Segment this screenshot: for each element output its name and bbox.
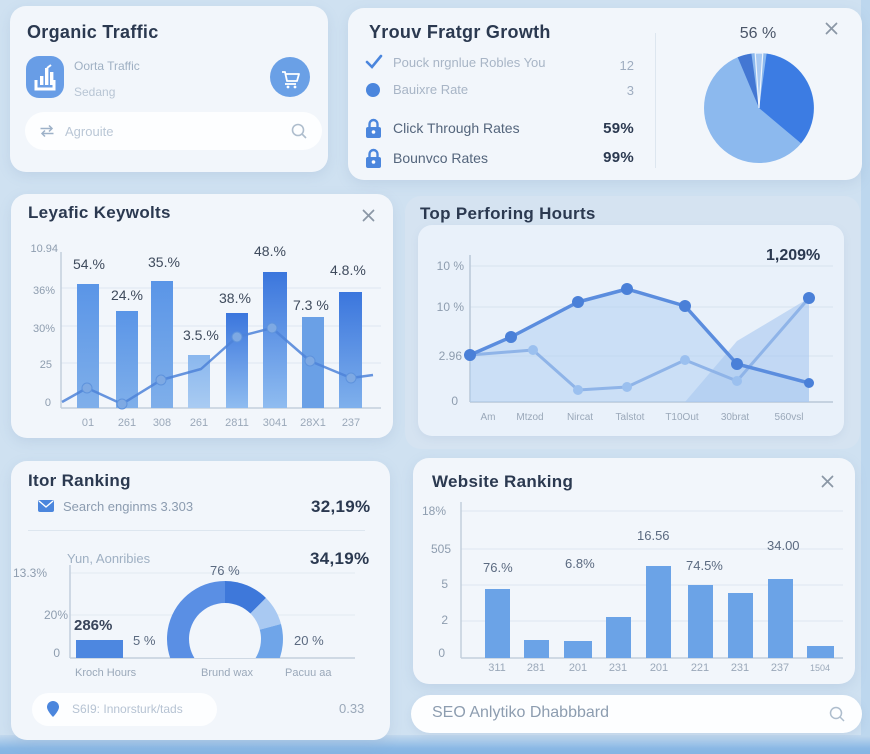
svg-text:237: 237 (771, 662, 789, 674)
svg-text:0: 0 (53, 646, 60, 660)
svg-text:308: 308 (153, 417, 171, 429)
svg-text:237: 237 (342, 417, 360, 429)
svg-text:24.%: 24.% (111, 287, 143, 303)
svg-text:0: 0 (451, 394, 458, 408)
svg-text:1,209%: 1,209% (766, 247, 820, 264)
svg-text:Pacuu aa: Pacuu aa (285, 667, 332, 679)
svg-text:10.94: 10.94 (30, 243, 58, 255)
svg-text:201: 201 (650, 662, 668, 674)
svg-text:36%: 36% (33, 285, 55, 297)
svg-text:13.3%: 13.3% (13, 566, 47, 580)
svg-text:221: 221 (691, 662, 709, 674)
svg-text:231: 231 (731, 662, 749, 674)
svg-text:286%: 286% (74, 617, 112, 634)
svg-text:Nircat: Nircat (567, 412, 593, 423)
svg-text:311: 311 (488, 662, 506, 674)
svg-text:10 %: 10 % (437, 259, 465, 273)
svg-text:28X1: 28X1 (300, 417, 326, 429)
svg-text:7.3 %: 7.3 % (293, 297, 329, 313)
svg-text:261: 261 (190, 417, 208, 429)
svg-text:560vsl: 560vsl (775, 412, 804, 423)
svg-text:2811: 2811 (225, 417, 249, 429)
svg-text:76 %: 76 % (210, 563, 240, 578)
svg-text:1504: 1504 (810, 663, 830, 673)
svg-text:30%: 30% (33, 323, 55, 335)
svg-text:18%: 18% (422, 504, 446, 518)
svg-text:10 %: 10 % (437, 300, 465, 314)
svg-text:5 %: 5 % (133, 633, 156, 648)
svg-text:54.%: 54.% (73, 256, 105, 272)
svg-text:T10Out: T10Out (665, 412, 699, 423)
svg-text:Talstot: Talstot (616, 412, 645, 423)
svg-text:201: 201 (569, 662, 587, 674)
svg-text:231: 231 (609, 662, 627, 674)
svg-text:01: 01 (82, 417, 94, 429)
svg-text:Kroch Hours: Kroch Hours (75, 667, 137, 679)
svg-text:48.%: 48.% (254, 243, 286, 259)
svg-text:281: 281 (527, 662, 545, 674)
svg-text:38.%: 38.% (219, 290, 251, 306)
svg-text:Am: Am (481, 412, 496, 423)
svg-text:20 %: 20 % (294, 633, 324, 648)
svg-text:20%: 20% (44, 608, 68, 622)
svg-text:261: 261 (118, 417, 136, 429)
svg-text:34.00: 34.00 (767, 538, 800, 553)
svg-text:16.56: 16.56 (637, 528, 670, 543)
svg-text:35.%: 35.% (148, 254, 180, 270)
svg-text:74.5%: 74.5% (686, 558, 723, 573)
svg-text:2: 2 (441, 613, 448, 627)
svg-text:0: 0 (438, 646, 445, 660)
svg-text:3041: 3041 (263, 417, 287, 429)
svg-text:0: 0 (45, 397, 51, 409)
svg-text:Mtzod: Mtzod (516, 412, 543, 423)
svg-text:Brund wax: Brund wax (201, 667, 253, 679)
svg-text:3.5.%: 3.5.% (183, 327, 219, 343)
svg-text:25: 25 (40, 359, 52, 371)
svg-text:5: 5 (441, 577, 448, 591)
svg-text:505: 505 (431, 542, 451, 556)
svg-text:76.%: 76.% (483, 560, 513, 575)
svg-text:6.8%: 6.8% (565, 556, 595, 571)
svg-text:4.8.%: 4.8.% (330, 262, 366, 278)
svg-text:2.96: 2.96 (439, 349, 463, 363)
svg-text:30brat: 30brat (721, 412, 750, 423)
